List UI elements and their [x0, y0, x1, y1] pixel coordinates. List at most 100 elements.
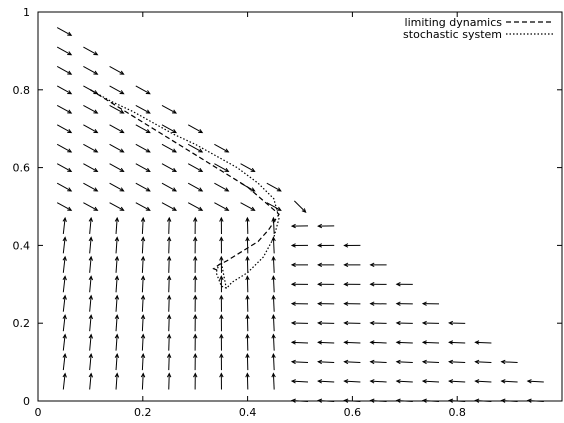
vector-arrow — [140, 236, 146, 254]
vector-arrow — [290, 301, 309, 306]
y-tick-label: 0 — [23, 395, 30, 408]
vector-arrow — [161, 124, 178, 134]
vector-arrow — [290, 223, 309, 229]
vector-arrow — [317, 320, 335, 326]
vector-arrow — [369, 320, 387, 326]
vector-arrow — [395, 379, 413, 384]
vector-arrow — [166, 216, 172, 234]
vector-arrow — [343, 243, 361, 248]
vector-arrow — [56, 124, 73, 134]
vector-arrow — [193, 255, 198, 273]
vector-arrow — [266, 202, 282, 211]
vector-arrow — [219, 294, 224, 312]
vector-arrow — [62, 353, 67, 371]
vector-arrow — [526, 379, 544, 384]
vector-arrow — [317, 359, 335, 365]
vector-arrow — [140, 275, 146, 293]
vector-arrow — [161, 104, 178, 114]
vector-arrow — [271, 333, 276, 351]
vector-arrow — [271, 236, 276, 254]
x-tick-label: 0.2 — [134, 406, 152, 419]
vector-arrow — [245, 372, 250, 390]
axes: 0 0.2 0.4 0.6 0.8 0 0.2 0.4 0.6 0.8 1 — [13, 6, 563, 419]
vector-arrow — [114, 333, 120, 351]
vector-arrow — [114, 275, 120, 293]
y-tick-label: 0.2 — [13, 317, 31, 330]
vector-arrow — [135, 163, 151, 173]
vector-arrow — [317, 379, 335, 384]
vector-arrow — [343, 320, 361, 326]
vector-arrow — [395, 301, 413, 306]
vector-arrow — [293, 200, 307, 213]
vector-arrow — [474, 340, 492, 345]
vector-arrow — [109, 143, 125, 153]
vector-arrow — [83, 163, 99, 173]
vector-arrow — [166, 333, 172, 351]
x-tick-label: 0.6 — [344, 406, 362, 419]
vector-arrow — [500, 379, 518, 384]
vector-arrow — [240, 202, 256, 211]
vector-arrow — [62, 255, 67, 273]
vector-arrow — [135, 202, 151, 211]
vector-arrow — [193, 372, 198, 390]
vector-arrow — [62, 314, 67, 332]
vector-arrow — [245, 333, 250, 351]
vector-arrow — [88, 294, 94, 312]
vector-arrow — [193, 333, 198, 351]
vector-arrow — [193, 314, 198, 332]
vector-arrow — [290, 262, 309, 268]
vector-arrow — [219, 352, 224, 371]
vector-arrow — [114, 236, 120, 254]
vector-arrow — [290, 359, 309, 365]
vector-arrow — [421, 301, 440, 306]
vector-arrow — [166, 372, 172, 390]
series-line-1 — [90, 89, 280, 272]
vector-arrow — [343, 359, 361, 365]
y-tick-label: 0.6 — [13, 162, 31, 175]
vector-arrow — [109, 104, 125, 114]
vector-arrow — [114, 314, 120, 332]
vector-arrow — [109, 163, 125, 173]
legend-label-2: stochastic system — [403, 28, 502, 41]
vector-arrow — [219, 333, 224, 351]
vector-arrow — [266, 182, 282, 192]
vector-arrow — [166, 352, 172, 371]
vector-arrow — [271, 294, 276, 312]
x-tick-label: 0.4 — [239, 406, 257, 419]
vector-arrow — [56, 85, 73, 95]
vector-arrow — [448, 340, 466, 345]
vector-arrow — [114, 372, 120, 390]
vector-arrow — [193, 275, 198, 293]
vector-arrow — [83, 46, 99, 56]
vector-arrow — [187, 124, 204, 134]
vector-arrow — [140, 255, 146, 273]
vector-arrow — [343, 301, 361, 306]
vector-arrow — [317, 282, 335, 287]
vector-arrow — [290, 379, 309, 384]
vector-arrow — [317, 340, 335, 345]
vector-arrow — [214, 163, 230, 173]
vector-arrow — [343, 282, 361, 287]
vector-arrow — [448, 359, 466, 365]
vector-arrow — [369, 359, 387, 365]
vector-arrow — [240, 163, 256, 173]
vector-arrow — [421, 340, 440, 345]
series-line-2 — [90, 89, 280, 291]
plot-frame — [37, 11, 563, 402]
vector-arrow — [245, 236, 250, 254]
vector-arrow — [193, 294, 198, 312]
vector-arrow — [271, 352, 276, 371]
vector-arrow — [56, 27, 73, 36]
vector-arrow — [214, 143, 230, 153]
vector-arrow — [219, 372, 224, 390]
vector-arrow — [56, 46, 73, 56]
vector-arrow — [271, 314, 276, 332]
vector-arrow — [187, 163, 204, 173]
vector-arrow — [88, 255, 94, 273]
vector-arrow — [290, 320, 309, 326]
vector-arrow — [421, 320, 440, 326]
vector-arrow — [219, 236, 224, 254]
vector-arrow — [448, 379, 466, 384]
